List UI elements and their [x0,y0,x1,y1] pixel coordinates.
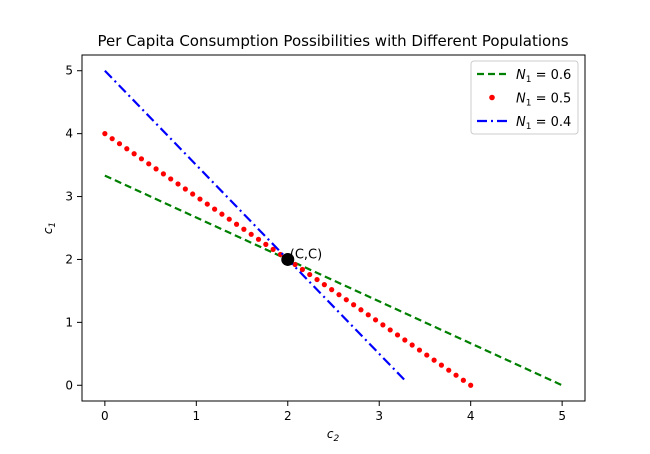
plot-lines [102,69,563,388]
series-2-point [233,221,240,227]
y-tick-label: 0 [65,378,73,392]
legend-label-1: N1 = 0.6 [516,68,571,85]
series-2-point [409,342,415,348]
series-2-point [372,317,379,323]
series-2-point [343,297,349,303]
series-2-point [248,231,254,237]
series-2-point [197,196,203,202]
legend-label-2: N1 = 0.5 [516,92,571,109]
series-2-point [204,201,210,207]
series-2-point [416,347,423,353]
series-3-line [104,69,408,383]
series-2-point [351,302,357,308]
y-tick-label: 3 [65,190,73,204]
series-2-point [292,261,298,268]
legend-label-3: N1 = 0.4 [516,115,571,132]
x-tick-label: 4 [467,409,475,423]
y-tick-label: 5 [65,64,73,78]
legend: N1 = 0.6 N1 = 0.5 N1 = 0.4 [470,60,579,135]
series-2-point [226,216,232,222]
y-tick-label: 1 [65,315,73,329]
series-2-point [168,176,174,182]
legend-swatch-2 [489,94,495,101]
y-axis-label: c1 [41,222,58,234]
x-tick-label: 0 [101,409,109,423]
point-cc-label: (C,C) [290,247,322,262]
series-2-point [365,312,371,318]
series-2-point [102,131,108,137]
point-cc-marker [281,252,295,266]
series-2-point [380,322,386,328]
x-tick-label: 5 [558,409,566,423]
series-2-point [219,211,225,217]
series-2-point [138,156,145,162]
legend-box [470,60,579,135]
series-2-point [175,181,181,187]
series-2-point [299,266,306,273]
series-2-point [453,372,459,378]
series-2-point [241,226,247,232]
y-tick-label: 4 [65,127,73,141]
series-2-point [431,357,437,363]
series-2-point [255,236,262,242]
series-2-point [263,241,269,247]
series-2-point [307,271,313,278]
series-2-point [116,141,123,147]
series-2-point [109,136,115,142]
series-2-point [387,327,393,333]
series-2-point [446,367,452,373]
series-2-point [358,307,364,313]
series-2-point [402,337,408,343]
series-2-point [424,352,430,358]
series-2-point [438,362,445,368]
series-2-point [124,146,130,152]
series-2-point [321,282,327,288]
y-axis: 0 1 2 3 4 5 [65,64,82,392]
x-tick-label: 3 [375,409,383,423]
x-tick-label: 1 [192,409,200,423]
series-2-point [270,246,276,252]
series-2-point [329,287,335,293]
series-2-point [131,151,137,157]
series-2-point [153,166,159,172]
series-1-line [104,174,563,387]
y-tick-label: 2 [65,252,73,266]
x-axis-label: c2 [327,427,340,444]
x-tick-label: 2 [284,409,292,423]
series-2-point [314,276,320,283]
series-2-point [182,186,188,192]
series-2-point [160,171,166,177]
series-2-point [336,292,342,298]
series-2-point [212,206,218,212]
chart-title: Per Capita Consumption Possibilities wit… [97,32,568,50]
series-2-point [394,332,401,338]
series-2-point [460,377,466,383]
series-2-point [146,161,152,167]
x-axis: 0 1 2 3 4 5 [101,401,566,423]
annotation-layer: (C,C) [281,247,322,266]
plot-frame [81,54,586,402]
series-2-point [190,191,196,197]
series-2-point [468,382,474,388]
